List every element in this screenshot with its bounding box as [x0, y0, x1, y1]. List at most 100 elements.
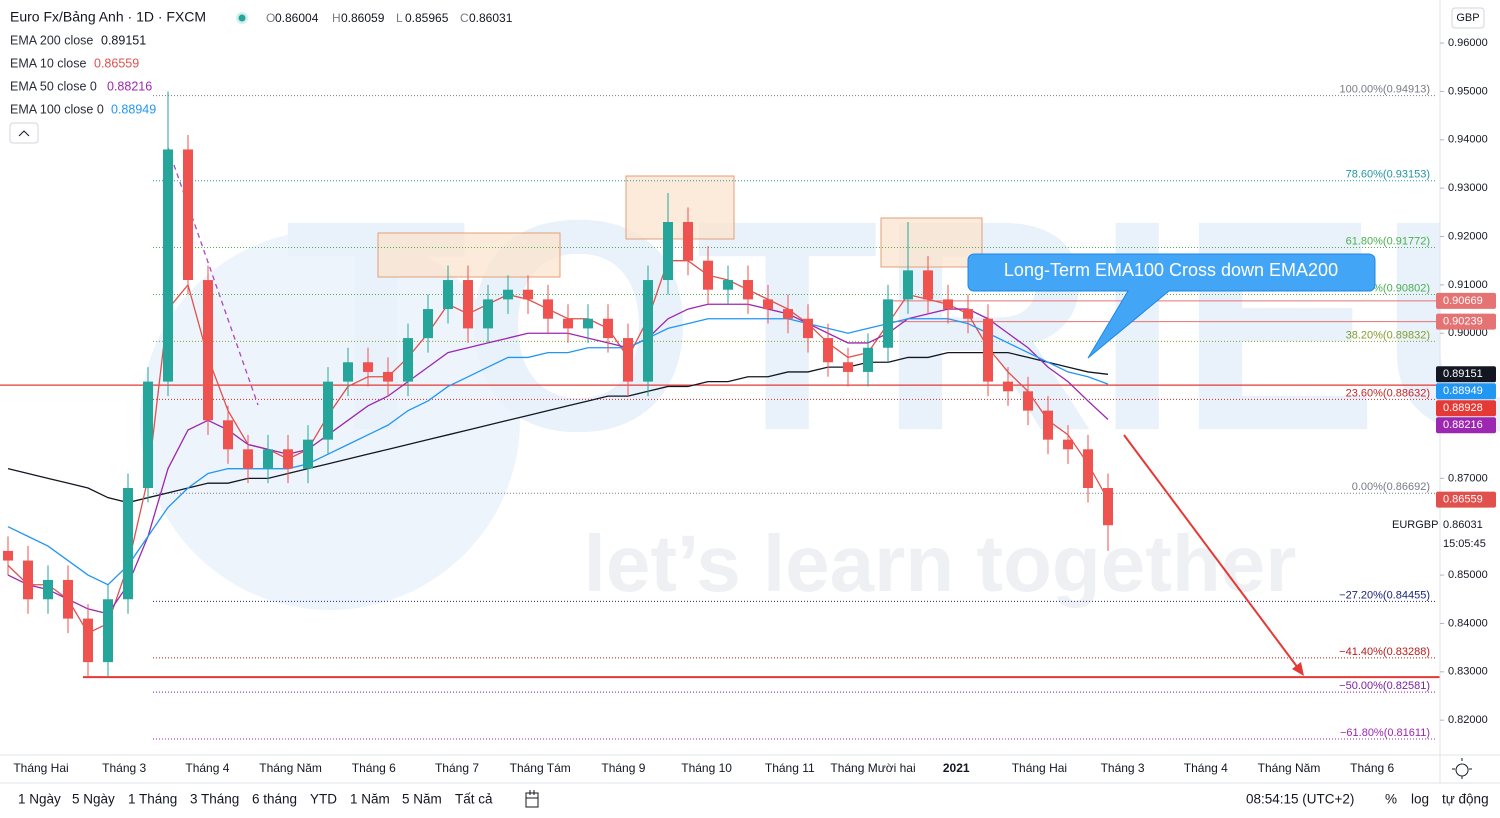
drawings	[167, 147, 983, 406]
candle-body	[943, 299, 953, 310]
y-tick-label: 0.95000	[1448, 85, 1488, 97]
scale-option[interactable]: log	[1411, 792, 1429, 807]
collapse-icon[interactable]	[18, 130, 30, 137]
fib-label: −61.80%(0.81611)	[1340, 727, 1430, 739]
price-badge-label: 0.88949	[1443, 385, 1483, 397]
currency[interactable]: GBP	[1456, 12, 1479, 24]
ema-line	[7, 303, 1109, 615]
candle-body	[803, 318, 813, 339]
settings-icon[interactable]	[1452, 758, 1472, 779]
ohlc-key: H	[332, 11, 341, 25]
candle-body	[463, 280, 473, 329]
candle-body	[903, 270, 913, 300]
price-badge	[1436, 417, 1496, 434]
countdown: 15:05:45	[1443, 538, 1486, 550]
collapse-button[interactable]	[9, 122, 39, 144]
candle-body	[1043, 410, 1053, 440]
x-tick-label: Tháng 4	[1184, 761, 1228, 775]
overlay-drawings: Long-Term EMA100 Cross down EMA200	[967, 253, 1376, 676]
range-button[interactable]: 5 Ngày	[72, 792, 115, 807]
fib-label: 0.00%(0.86692)	[1352, 481, 1430, 493]
fib-label: 23.60%(0.88632)	[1346, 387, 1430, 399]
candle-body	[443, 280, 453, 310]
indicator-value: 0.86559	[94, 56, 139, 70]
price-badge	[1436, 491, 1496, 508]
x-tick-label: Tháng 6	[1350, 761, 1394, 775]
arrow-line	[1123, 434, 1299, 669]
ohlc-value: 0.86031	[469, 11, 513, 25]
date-range-icon[interactable]	[525, 790, 539, 808]
candle-body	[63, 579, 73, 619]
candle-body	[263, 449, 273, 469]
zone-box	[880, 217, 983, 268]
ohlc-value: 0.86004	[275, 11, 319, 25]
fib-label: −27.20%(0.84455)	[1339, 589, 1430, 601]
ema-line	[7, 351, 1109, 504]
candle-body	[363, 362, 373, 372]
ohlc-key: C	[460, 11, 469, 25]
x-tick-label: Tháng 4	[185, 761, 229, 775]
status-dot	[238, 14, 246, 22]
x-tick-label: Tháng 9	[601, 761, 645, 775]
candle-body	[303, 439, 313, 469]
clock[interactable]: 08:54:15 (UTC+2)	[1246, 792, 1354, 807]
price-badge-label: 0.90669	[1443, 295, 1483, 307]
indicator-name: EMA 200 close	[10, 33, 93, 47]
range-button[interactable]: 5 Năm	[402, 792, 442, 807]
callout	[967, 253, 1376, 359]
price-badge-label: 0.88928	[1443, 402, 1483, 414]
ohlc-value: 0.86059	[341, 11, 385, 25]
candle-body	[403, 338, 413, 382]
x-tick-label: Tháng 11	[765, 761, 815, 775]
y-tick-label: 0.87000	[1448, 472, 1488, 484]
price-badge-label: 0.89151	[1443, 368, 1483, 380]
candle-body	[503, 289, 513, 300]
candle-body	[623, 338, 633, 382]
axes: 0.96000 0.95000 0.94000 0.93000 0.92000 0.910…	[13, 37, 1496, 775]
candle-body	[323, 381, 333, 440]
x-tick-label: 2021	[943, 761, 970, 775]
candle-body	[423, 309, 433, 339]
candle-body	[483, 299, 493, 329]
candle-body	[3, 550, 13, 561]
x-tick-label: Tháng 7	[435, 761, 479, 775]
y-tick-label: 0.82000	[1448, 714, 1488, 726]
range-button[interactable]: 1 Tháng	[128, 792, 177, 807]
range-button[interactable]: 1 Ngày	[18, 792, 61, 807]
price-badge	[1436, 313, 1496, 330]
ema-line	[7, 318, 1109, 586]
candle-body	[963, 309, 973, 319]
scale-option[interactable]: %	[1385, 792, 1397, 807]
currency-box[interactable]	[1451, 7, 1485, 29]
candle-body	[43, 579, 53, 600]
candle-body	[203, 280, 213, 421]
x-tick-label: Tháng 3	[102, 761, 146, 775]
scale-option[interactable]: tự động	[1442, 792, 1489, 807]
ohlc-value: 0.85965	[405, 11, 449, 25]
plot: 100.00%(0.94913) 78.60%(0.93153) 61.80%(0.…	[0, 84, 1440, 740]
range-button[interactable]: Tất cả	[455, 792, 493, 807]
price-badge	[1436, 400, 1496, 417]
candle-body	[723, 280, 733, 290]
y-tick-label: 0.96000	[1448, 37, 1488, 49]
range-button[interactable]: 6 tháng	[252, 792, 297, 807]
indicator-value: 0.89151	[101, 33, 146, 47]
range-button[interactable]: YTD	[310, 792, 337, 807]
price-badge-label: 0.90239	[1443, 316, 1483, 328]
symbol-label: EURGBP	[1392, 519, 1438, 531]
y-tick-label: 0.90000	[1448, 327, 1488, 339]
x-tick-label: Tháng 3	[1101, 761, 1145, 775]
y-tick-label: 0.92000	[1448, 230, 1488, 242]
fib-label: −50.00%(0.82581)	[1339, 680, 1430, 692]
ohlc-key: O	[266, 11, 275, 25]
x-tick-label: Tháng Hai	[13, 761, 68, 775]
range-button[interactable]: 1 Năm	[350, 792, 390, 807]
candle-body	[843, 362, 853, 372]
price-badge	[1436, 366, 1496, 383]
range-button[interactable]: 3 Tháng	[190, 792, 239, 807]
candle-body	[823, 338, 833, 363]
fib-label: −41.40%(0.83288)	[1339, 646, 1430, 658]
candle-body	[663, 222, 673, 281]
candle-body	[1083, 449, 1093, 489]
candle-body	[563, 318, 573, 329]
